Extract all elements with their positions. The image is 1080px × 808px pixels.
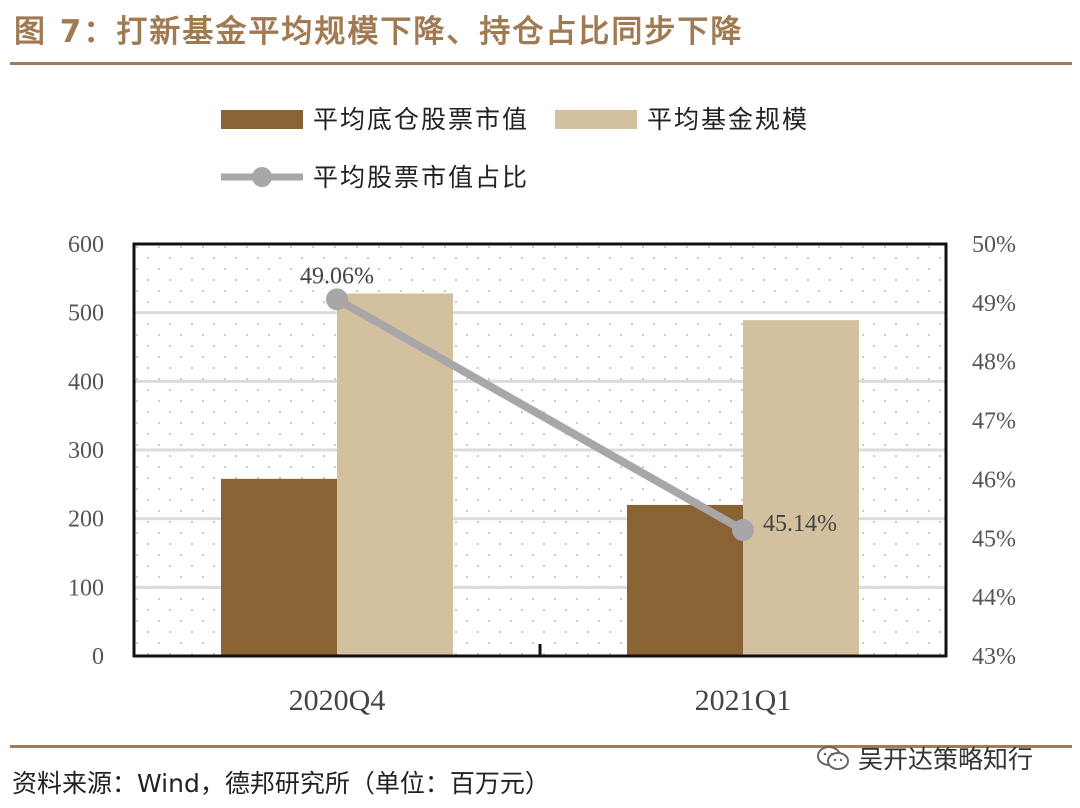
- y-right-tick-label: 45%: [972, 526, 1016, 552]
- y-right-tick-label: 44%: [972, 585, 1016, 611]
- chart: 平均底仓股票市值 平均基金规模 平均股票市值占比 49.06% 45.14% 0 1…: [68, 105, 1016, 717]
- line-series: 49.06% 45.14%: [300, 263, 837, 542]
- legend-label-2: 平均股票市值占比: [313, 163, 529, 192]
- legend-label-1: 平均基金规模: [647, 105, 809, 134]
- legend-swatch-bar-dark: [221, 110, 303, 129]
- legend: 平均底仓股票市值 平均基金规模 平均股票市值占比: [221, 105, 809, 192]
- y-left-tick-label: 500: [68, 301, 104, 327]
- y-axis-left-ticks: 0 100 200 300 400 500 600: [68, 232, 104, 670]
- bars: [221, 293, 859, 656]
- data-label-0: 49.06%: [300, 263, 374, 289]
- line-path: [333, 295, 747, 535]
- y-right-tick-label: 48%: [972, 350, 1016, 376]
- bottom-rule: [10, 745, 1072, 748]
- x-category-label: 2020Q4: [289, 684, 386, 717]
- y-axis-right-ticks: 43% 44% 45% 46% 47% 48% 49% 50%: [972, 232, 1016, 670]
- legend-swatch-bar-light: [555, 110, 637, 129]
- watermark: 吴开达策略知行: [816, 740, 1033, 776]
- y-left-tick-label: 200: [68, 507, 104, 533]
- bar-fund-size-0: [337, 293, 453, 656]
- x-axis-categories: 2020Q4 2021Q1: [289, 684, 792, 717]
- bar-stock-value-1: [627, 504, 743, 656]
- y-left-tick-label: 400: [68, 369, 104, 395]
- y-right-tick-label: 47%: [972, 409, 1016, 435]
- y-left-tick-label: 300: [68, 438, 104, 464]
- y-right-tick-label: 49%: [972, 291, 1016, 317]
- bar-stock-value-0: [221, 478, 337, 656]
- y-right-tick-label: 43%: [972, 644, 1016, 670]
- legend-swatch-marker: [252, 167, 272, 187]
- y-right-tick-label: 50%: [972, 232, 1016, 258]
- source-note: 资料来源：Wind，德邦研究所（单位：百万元）: [12, 769, 550, 798]
- bar-fund-size-1: [743, 320, 859, 656]
- y-right-tick-label: 46%: [972, 467, 1016, 493]
- legend-label-0: 平均底仓股票市值: [313, 105, 529, 134]
- watermark-text: 吴开达策略知行: [858, 745, 1034, 774]
- y-left-tick-label: 0: [92, 644, 104, 670]
- line-point-0: [326, 288, 348, 311]
- chart-title: 图 7：打新基金平均规模下降、持仓占比同步下降: [14, 14, 744, 50]
- data-label-1: 45.14%: [763, 511, 837, 537]
- wechat-icon: [817, 746, 849, 770]
- top-rule: [10, 62, 1072, 65]
- line-point-1: [732, 519, 754, 542]
- y-left-tick-label: 600: [68, 232, 104, 258]
- y-left-tick-label: 100: [68, 575, 104, 601]
- x-category-label: 2021Q1: [695, 684, 792, 717]
